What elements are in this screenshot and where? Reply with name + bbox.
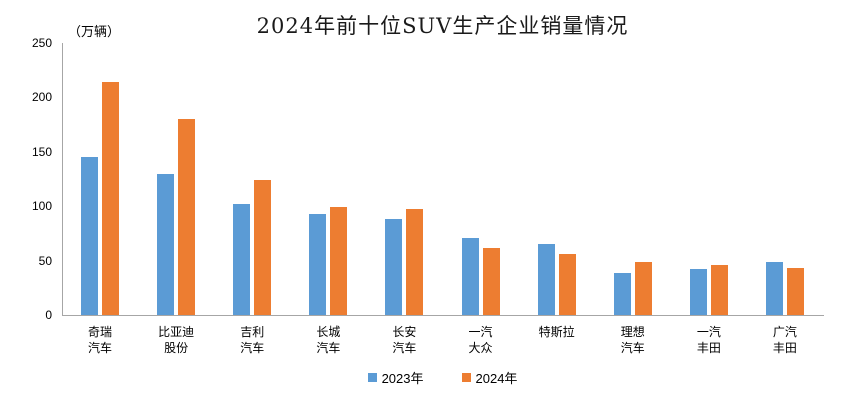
- x-axis-label-比亚迪股份: 比亚迪 股份: [158, 325, 195, 355]
- bar-2024-广汽丰田: [786, 268, 804, 315]
- bar-2023-一汽丰田: [689, 269, 707, 315]
- x-axis-label-吉利汽车: 吉利 汽车: [240, 325, 265, 355]
- bar-2023-理想汽车: [613, 273, 631, 315]
- bar-2024-长安汽车: [406, 209, 424, 315]
- bar-2023-一汽大众: [461, 238, 479, 315]
- y-axis-unit-label: （万辆）: [68, 24, 121, 39]
- y-axis-tick-label: 200: [31, 90, 52, 105]
- bar-2024-奇瑞汽车: [102, 82, 120, 315]
- legend-item-2023: 2023年: [367, 368, 424, 387]
- y-axis-tick-label: 50: [38, 253, 52, 268]
- bar-2023-吉利汽车: [233, 204, 251, 315]
- legend-swatch-2023: [367, 373, 377, 382]
- bar-2023-长城汽车: [309, 214, 327, 315]
- x-axis-label-理想汽车: 理想 汽车: [620, 325, 645, 355]
- y-axis-tick-label: 150: [31, 144, 52, 159]
- x-axis-label-奇瑞汽车: 奇瑞 汽车: [88, 325, 113, 355]
- legend-label: 2023年: [381, 371, 424, 386]
- bar-2023-长安汽车: [385, 219, 403, 315]
- bar-2023-广汽丰田: [765, 262, 783, 315]
- y-axis-tick-label: 250: [31, 36, 52, 50]
- bar-2024-吉利汽车: [254, 180, 272, 315]
- legend-swatch-2024: [461, 373, 471, 382]
- bar-2024-比亚迪股份: [178, 119, 196, 315]
- bar-2023-奇瑞汽车: [81, 157, 99, 315]
- x-axis-label-一汽大众: 一汽 大众: [468, 325, 493, 355]
- bar-2024-长城汽车: [330, 207, 348, 315]
- legend: 2023年 2024年: [62, 368, 823, 387]
- bar-2023-特斯拉: [537, 244, 555, 315]
- chart-title: 2024年前十位SUV生产企业销量情况: [256, 14, 629, 38]
- x-axis-label-一汽丰田: 一汽 丰田: [696, 325, 721, 355]
- legend-label: 2024年: [475, 371, 518, 386]
- bar-2024-一汽丰田: [710, 265, 728, 315]
- y-axis-tick-label: 100: [31, 199, 52, 214]
- bar-2024-特斯拉: [558, 254, 576, 315]
- x-axis-label-广汽丰田: 广汽 丰田: [772, 325, 797, 355]
- x-axis-label-特斯拉: 特斯拉: [538, 325, 575, 339]
- bar-2023-比亚迪股份: [157, 174, 175, 315]
- x-axis-label-长安汽车: 长安 汽车: [392, 325, 417, 355]
- bar-2024-一汽大众: [482, 248, 500, 315]
- bar-2024-理想汽车: [634, 262, 652, 315]
- plot-area: [62, 43, 824, 316]
- legend-item-2024: 2024年: [461, 368, 518, 387]
- x-axis-label-长城汽车: 长城 汽车: [316, 325, 341, 355]
- y-axis-tick-label: 0: [45, 308, 52, 322]
